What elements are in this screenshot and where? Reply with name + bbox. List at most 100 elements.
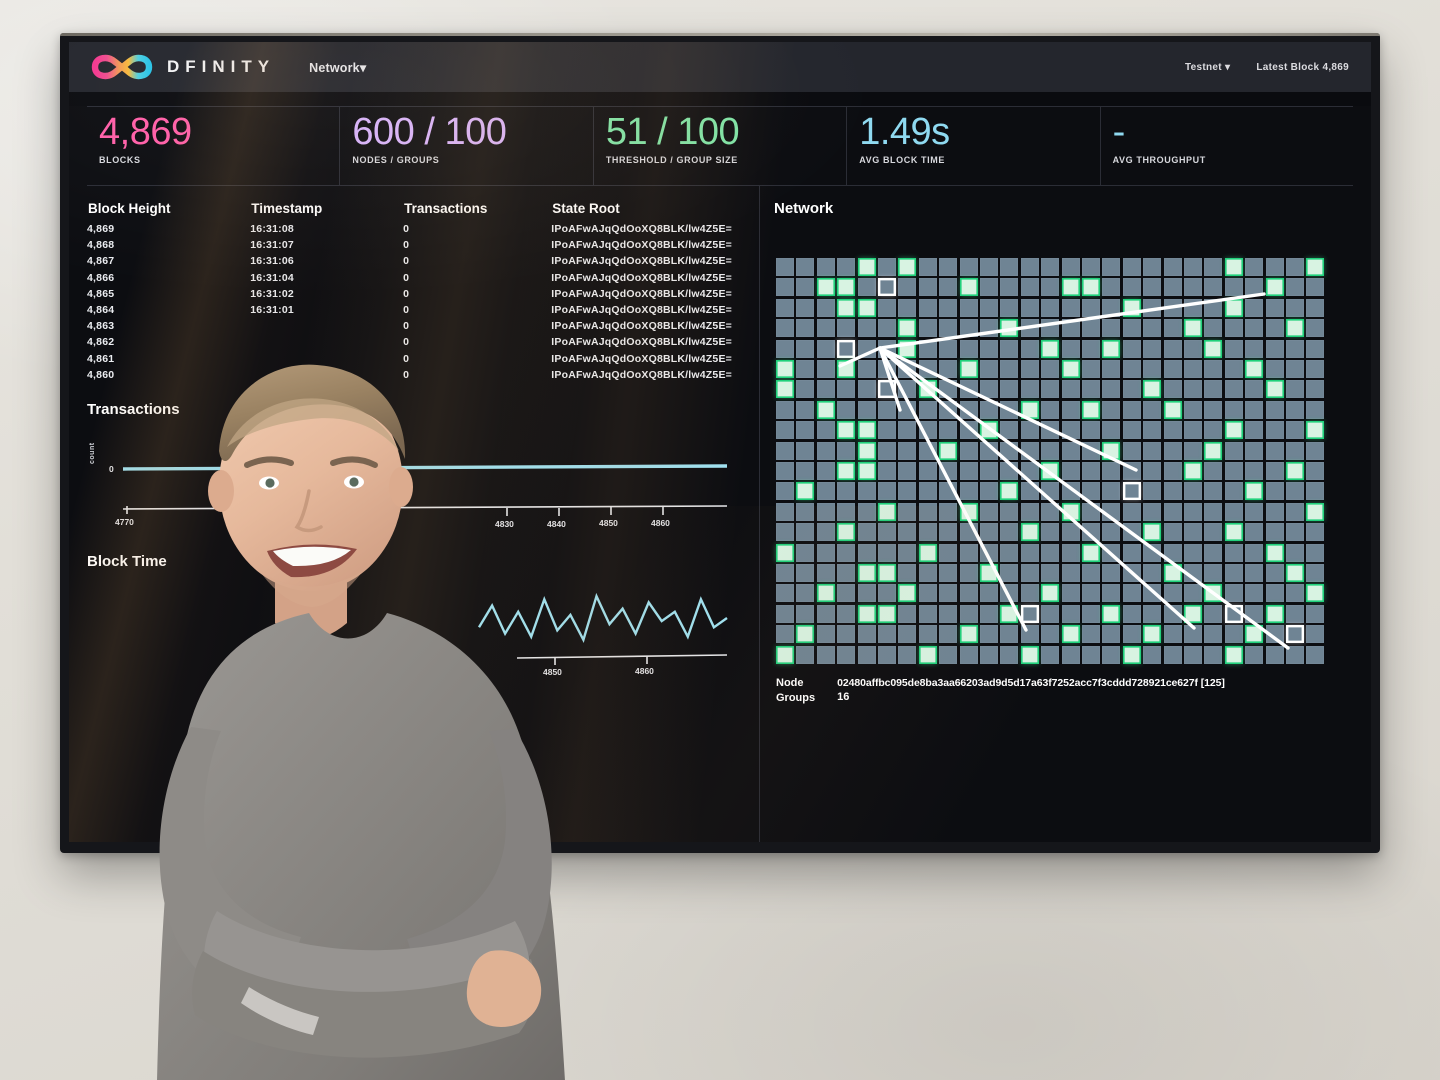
node-cell[interactable]: [1224, 441, 1243, 460]
node-cell[interactable]: [1102, 482, 1121, 501]
node-cell[interactable]: [1020, 584, 1039, 603]
node-cell[interactable]: [898, 441, 917, 460]
node-cell[interactable]: [939, 604, 958, 623]
node-cell-active[interactable]: [1143, 523, 1162, 542]
node-cell[interactable]: [878, 645, 896, 664]
node-cell[interactable]: [1224, 543, 1243, 562]
node-cell[interactable]: [1163, 625, 1182, 644]
node-cell[interactable]: [857, 584, 876, 603]
node-cell[interactable]: [857, 502, 876, 521]
node-cell[interactable]: [1265, 564, 1284, 582]
node-cell[interactable]: [1265, 625, 1284, 644]
node-cell[interactable]: [1286, 278, 1304, 297]
node-cell[interactable]: [980, 258, 998, 276]
node-cell[interactable]: [959, 441, 978, 460]
node-cell[interactable]: [1143, 360, 1162, 378]
node-cell[interactable]: [816, 298, 835, 317]
node-cell[interactable]: [776, 523, 794, 542]
node-cell-active[interactable]: [1265, 604, 1284, 623]
table-row[interactable]: 4,860 0 IPoAFwAJqQdOoXQ8BLK/lw4Z5E=: [87, 367, 732, 383]
node-cell[interactable]: [1245, 543, 1264, 562]
node-cell[interactable]: [918, 604, 937, 623]
node-cell[interactable]: [1265, 400, 1284, 419]
node-cell[interactable]: [816, 339, 835, 358]
node-cell-active[interactable]: [918, 645, 937, 664]
table-row[interactable]: 4,867 16:31:06 0 IPoAFwAJqQdOoXQ8BLK/lw4Z5E…: [87, 253, 732, 269]
node-cell[interactable]: [1041, 298, 1060, 317]
nav-network[interactable]: Network▾: [309, 60, 366, 75]
node-cell[interactable]: [1265, 441, 1284, 460]
node-cell[interactable]: [918, 298, 937, 317]
node-cell[interactable]: [776, 462, 794, 480]
node-cell[interactable]: [1041, 441, 1060, 460]
node-cell[interactable]: [796, 360, 815, 378]
node-cell-active[interactable]: [939, 441, 958, 460]
node-cell[interactable]: [1204, 645, 1223, 664]
node-cell[interactable]: [1224, 482, 1243, 501]
node-cell[interactable]: [1163, 543, 1182, 562]
node-cell-active[interactable]: [1265, 278, 1284, 297]
node-cell-active[interactable]: [1245, 482, 1264, 501]
node-cell[interactable]: [878, 400, 896, 419]
node-cell-active[interactable]: [1041, 339, 1060, 358]
node-cell[interactable]: [939, 462, 958, 480]
node-cell[interactable]: [980, 441, 998, 460]
node-cell[interactable]: [959, 543, 978, 562]
node-cell[interactable]: [1020, 298, 1039, 317]
node-cell[interactable]: [1204, 380, 1223, 399]
node-cell[interactable]: [939, 339, 958, 358]
node-cell[interactable]: [1306, 400, 1325, 419]
node-cell[interactable]: [1102, 400, 1121, 419]
node-cell[interactable]: [816, 604, 835, 623]
node-cell[interactable]: [1204, 278, 1223, 297]
node-cell[interactable]: [1265, 462, 1284, 480]
table-row[interactable]: 4,869 16:31:08 0 IPoAFwAJqQdOoXQ8BLK/lw4Z5E…: [87, 221, 732, 237]
node-cell-active[interactable]: [776, 360, 794, 378]
node-cell[interactable]: [1265, 360, 1284, 378]
node-cell-active[interactable]: [898, 584, 917, 603]
node-cell[interactable]: [1122, 360, 1141, 378]
node-cell[interactable]: [1184, 523, 1202, 542]
node-cell[interactable]: [776, 319, 794, 338]
node-cell[interactable]: [1143, 604, 1162, 623]
node-cell[interactable]: [1143, 278, 1162, 297]
node-cell[interactable]: [1306, 278, 1325, 297]
node-cell[interactable]: [1163, 360, 1182, 378]
node-cell-active[interactable]: [1041, 584, 1060, 603]
node-cell[interactable]: [878, 482, 896, 501]
table-row[interactable]: 4,868 16:31:07 0 IPoAFwAJqQdOoXQ8BLK/lw4Z5E…: [87, 237, 732, 253]
node-cell[interactable]: [1122, 380, 1141, 399]
node-cell[interactable]: [796, 319, 815, 338]
node-cell[interactable]: [776, 421, 794, 440]
node-cell[interactable]: [1204, 564, 1223, 582]
node-cell[interactable]: [1143, 462, 1162, 480]
node-cell[interactable]: [796, 502, 815, 521]
node-cell[interactable]: [1224, 584, 1243, 603]
node-cell[interactable]: [1286, 380, 1304, 399]
node-cell[interactable]: [1163, 645, 1182, 664]
node-cell[interactable]: [776, 502, 794, 521]
node-cell[interactable]: [1184, 380, 1202, 399]
node-cell-active[interactable]: [776, 380, 794, 399]
node-cell[interactable]: [878, 441, 896, 460]
node-cell[interactable]: [857, 482, 876, 501]
node-cell[interactable]: [1000, 339, 1019, 358]
node-cell[interactable]: [1020, 258, 1039, 276]
node-cell-active[interactable]: [857, 258, 876, 276]
node-cell[interactable]: [1122, 421, 1141, 440]
node-cell[interactable]: [1306, 625, 1325, 644]
node-cell[interactable]: [980, 380, 998, 399]
node-cell[interactable]: [1265, 339, 1284, 358]
node-cell[interactable]: [1204, 604, 1223, 623]
node-cell[interactable]: [816, 258, 835, 276]
node-cell[interactable]: [1184, 645, 1202, 664]
node-cell[interactable]: [980, 523, 998, 542]
node-cell[interactable]: [1041, 502, 1060, 521]
node-cell-selected[interactable]: [1286, 625, 1304, 644]
node-cell[interactable]: [837, 543, 856, 562]
node-cell[interactable]: [918, 258, 937, 276]
node-cell[interactable]: [959, 462, 978, 480]
node-cell[interactable]: [837, 400, 856, 419]
node-cell[interactable]: [1224, 462, 1243, 480]
node-cell[interactable]: [1102, 258, 1121, 276]
